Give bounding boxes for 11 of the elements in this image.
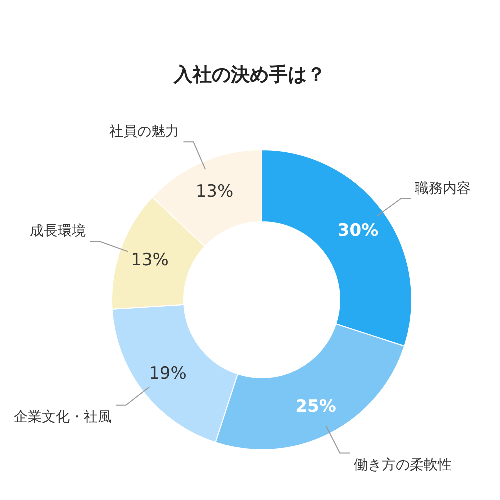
data-label: 13%: [131, 250, 169, 271]
slice-label: 企業文化・社風: [14, 409, 112, 426]
slice-label: 成長環境: [30, 224, 86, 240]
slice-label: 働き方の柔軟性: [354, 457, 452, 474]
chart-title: 入社の決め手は？: [173, 64, 326, 86]
data-label: 30%: [338, 221, 379, 242]
slice-label: 社員の魅力: [110, 124, 180, 140]
slice-label: 職務内容: [415, 180, 472, 197]
data-label: 13%: [196, 182, 234, 202]
data-label: 25%: [296, 397, 336, 418]
data-label: 19%: [149, 364, 187, 384]
